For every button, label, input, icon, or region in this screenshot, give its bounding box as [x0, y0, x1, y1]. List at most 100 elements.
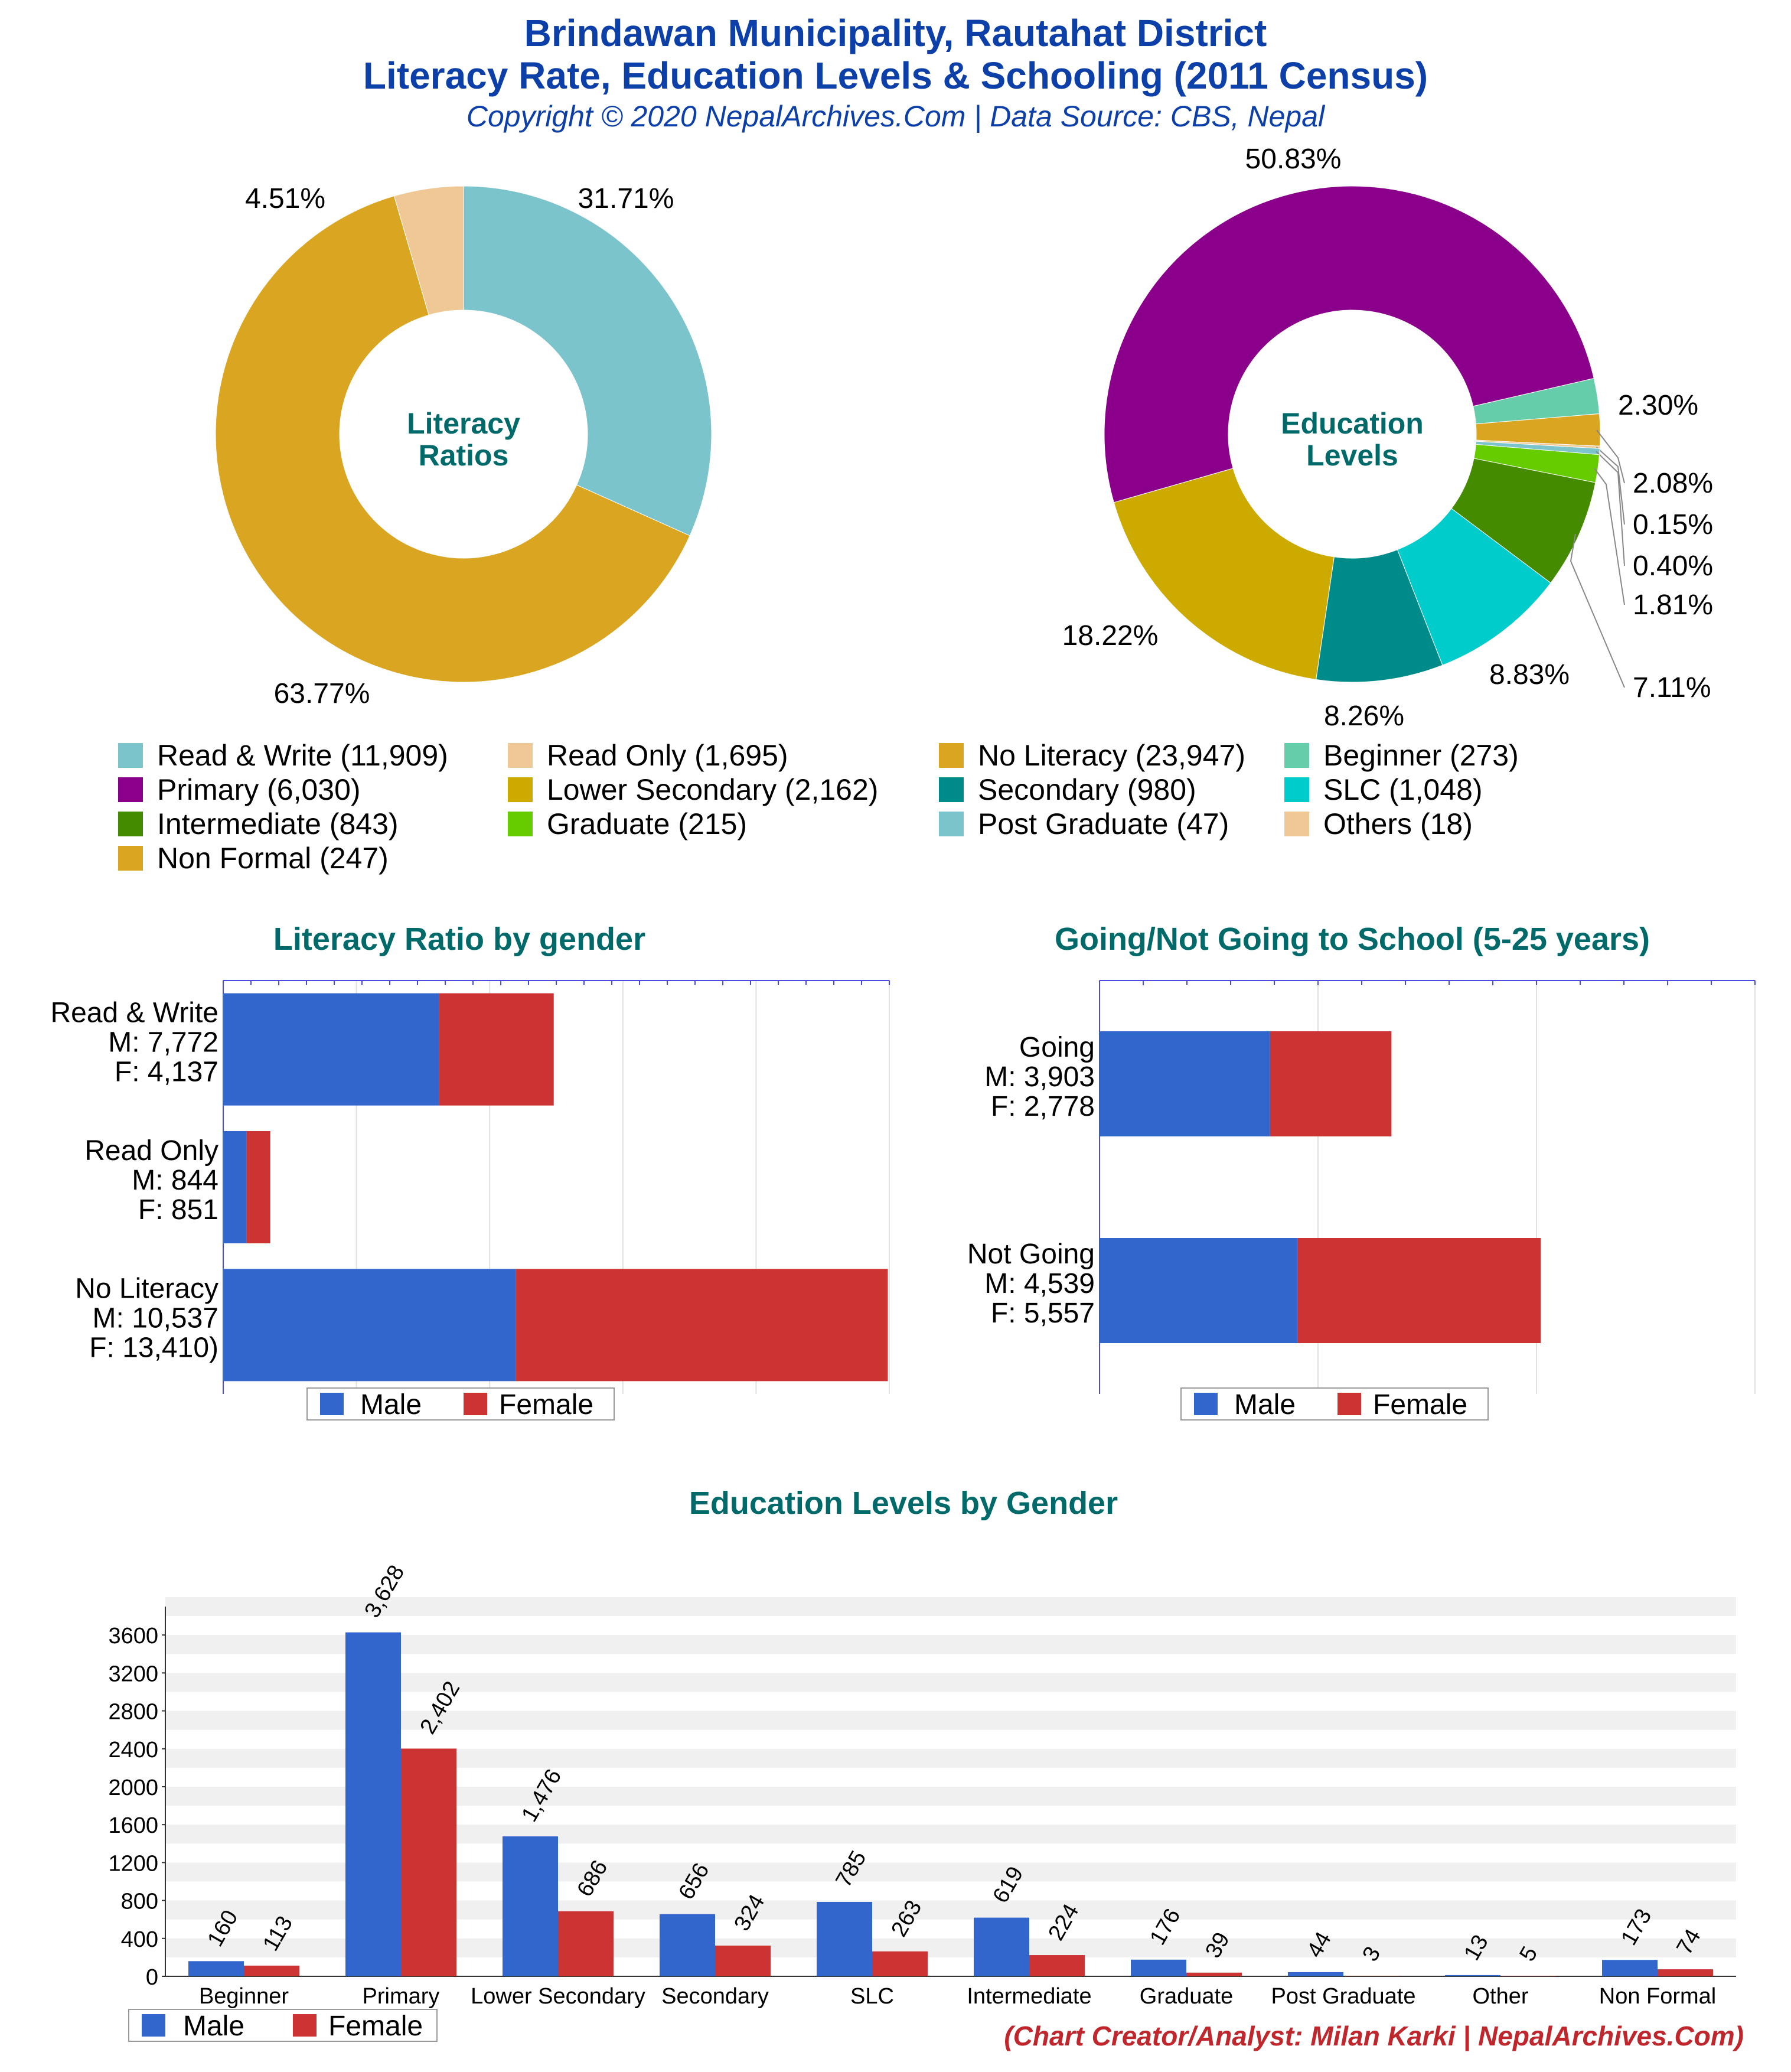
- category-label-no-literacy: No Literacy: [75, 1273, 218, 1304]
- bar-female-going: [1270, 1031, 1392, 1136]
- category-label-no-literacy: F: 13,410): [89, 1332, 218, 1363]
- legend-label: Intermediate (843): [157, 807, 399, 840]
- y-tick-label: 1200: [108, 1851, 158, 1876]
- pct-label-others: 0.15%: [1633, 509, 1713, 540]
- pct-label-secondary: 8.26%: [1324, 701, 1404, 732]
- hbar-title: Literacy Ratio by gender: [273, 921, 645, 957]
- legend-item-slc-1-048: SLC (1,048): [1284, 773, 1483, 807]
- x-tick-label-post-graduate: Post Graduate: [1271, 1984, 1415, 2009]
- y-tick-label: 400: [121, 1927, 158, 1952]
- legend-label: Read & Write (11,909): [157, 739, 448, 772]
- legend-label-female: Female: [328, 2011, 423, 2042]
- bar-male-beginner: [188, 1961, 244, 1976]
- donut-chart-2: 2.30% 2.08% 0.15% 0.40% 1.81% 7.11% 8.83% 8.26%…: [1062, 144, 1714, 732]
- legend-item-read-write-11-909: Read & Write (11,909): [118, 738, 448, 773]
- legend-label: Read Only (1,695): [547, 739, 788, 772]
- pct-label-read-only: 4.51%: [245, 183, 325, 214]
- bar-male-read-write: [223, 993, 439, 1106]
- category-label-going: M: 3,903: [984, 1061, 1095, 1093]
- donut-center-title-word: Education: [1281, 407, 1424, 440]
- vbar-chart: Education Levels by Gender 0 400 800 1200 160…: [108, 1485, 1736, 2042]
- legend-swatch-female: [293, 2014, 317, 2037]
- category-label-read-only: F: 851: [138, 1194, 218, 1226]
- legend-item-non-formal-247: Non Formal (247): [118, 841, 389, 875]
- x-tick-label-slc: SLC: [850, 1984, 894, 2009]
- hbar-legend-box: [306, 1387, 615, 1421]
- y-tick-label: 800: [121, 1889, 158, 1914]
- category-label-read-only: M: 844: [132, 1165, 218, 1196]
- legend-label: Graduate (215): [547, 807, 748, 840]
- category-label-not-going: F: 5,557: [991, 1298, 1095, 1329]
- bar-male-secondary: [660, 1914, 715, 1976]
- bar-female-read-write: [439, 993, 554, 1106]
- y-tick-label: 2000: [108, 1775, 158, 1800]
- bar-female-no-literacy: [516, 1269, 888, 1382]
- x-tick-label-beginner: Beginner: [199, 1984, 289, 2009]
- pct-label-non-formal: 2.08%: [1633, 468, 1713, 499]
- legend-item-beginner-273: Beginner (273): [1284, 738, 1519, 773]
- category-label-not-going: Not Going: [967, 1239, 1095, 1270]
- legend-swatch: [939, 812, 964, 836]
- bar-female-graduate: [1186, 1972, 1242, 1976]
- legend-swatch-female: [1337, 1393, 1361, 1415]
- legend-label: SLC (1,048): [1323, 773, 1483, 806]
- slice-read-write: [463, 185, 712, 536]
- legend-item-primary-6-030: Primary (6,030): [118, 773, 361, 807]
- pct-label-slc: 8.83%: [1489, 659, 1570, 690]
- legend-swatch: [939, 743, 964, 768]
- legend-swatch-male: [1194, 1393, 1218, 1415]
- legend-item-no-literacy-23-947: No Literacy (23,947): [939, 738, 1245, 773]
- legend-swatch: [118, 743, 143, 768]
- pct-label-read-write: 31.71%: [578, 183, 674, 214]
- bar-female-beginner: [244, 1965, 299, 1976]
- x-tick-label-non-formal: Non Formal: [1599, 1984, 1717, 2009]
- bar-male-lower-secondary: [503, 1836, 558, 1976]
- legend-swatch: [508, 743, 533, 768]
- bar-male-slc: [817, 1901, 872, 1976]
- category-label-going: F: 2,778: [991, 1091, 1095, 1122]
- vbar-band: [165, 1711, 1736, 1730]
- hbar-title: Going/Not Going to School (5-25 years): [1055, 921, 1650, 957]
- x-tick-label-graduate: Graduate: [1140, 1984, 1233, 2009]
- category-label-not-going: M: 4,539: [984, 1268, 1095, 1299]
- legend-label: Others (18): [1323, 807, 1473, 840]
- bar-female-non-formal: [1658, 1969, 1713, 1976]
- hbar-chart-2: Going/Not Going to School (5-25 years) Go…: [967, 921, 1756, 1421]
- legend-swatch: [1284, 777, 1309, 802]
- leader-non-formal: [1596, 429, 1625, 484]
- y-tick-label: 2400: [108, 1738, 158, 1762]
- legend-item-others-18: Others (18): [1284, 807, 1473, 841]
- bar-male-other: [1445, 1975, 1500, 1976]
- pct-label-graduate: 1.81%: [1633, 589, 1713, 621]
- x-tick-label-primary: Primary: [363, 1984, 440, 2009]
- legend-swatch: [1284, 743, 1309, 768]
- data-label-male-slc: 785: [831, 1847, 871, 1892]
- vbar-band: [165, 1673, 1736, 1692]
- legend-label-male: Male: [1234, 1389, 1296, 1421]
- legend-label: Post Graduate (47): [978, 807, 1229, 840]
- category-label-no-literacy: M: 10,537: [93, 1302, 218, 1334]
- legend-label-female: Female: [499, 1389, 593, 1421]
- bar-female-slc: [872, 1951, 928, 1976]
- slice-primary: [1104, 185, 1594, 503]
- legend-item-read-only-1-695: Read Only (1,695): [508, 738, 788, 773]
- legend-label-female: Female: [1373, 1389, 1467, 1421]
- leader-post-graduate: [1596, 451, 1625, 566]
- legend-label-male: Male: [183, 2011, 244, 2042]
- bar-male-primary: [345, 1632, 401, 1976]
- legend-label: Non Formal (247): [157, 842, 389, 875]
- pct-label-lower-secondary: 18.22%: [1062, 620, 1159, 651]
- bar-female-not-going: [1297, 1238, 1541, 1343]
- slice-no-literacy: [215, 196, 690, 683]
- footer-credit: (Chart Creator/Analyst: Milan Karki | Ne…: [1004, 2021, 1744, 2051]
- category-label-read-write: Read & Write: [50, 998, 218, 1029]
- legend-label: Secondary (980): [978, 773, 1196, 806]
- bar-female-lower-secondary: [558, 1911, 614, 1976]
- title-line-2: Literacy Rate, Education Levels & School…: [363, 54, 1428, 97]
- legend-swatch-male: [320, 1393, 344, 1415]
- leader-others: [1596, 447, 1625, 525]
- legend-swatch-male: [142, 2014, 165, 2037]
- legend-swatch: [939, 777, 964, 802]
